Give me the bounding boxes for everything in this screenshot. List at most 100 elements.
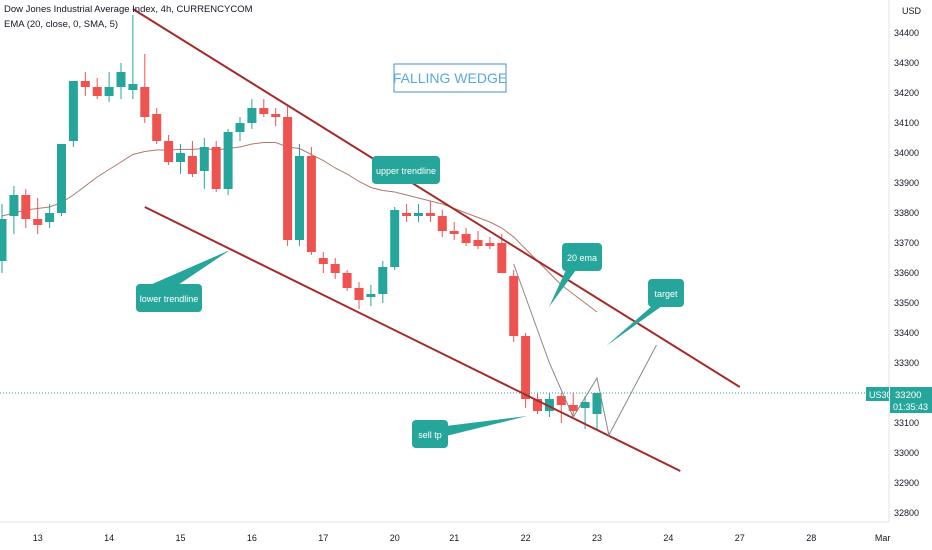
candle [45,204,55,228]
symbol-title[interactable]: Dow Jones Industrial Average Index, 4h, … [4,4,253,15]
candle [402,204,412,222]
time-tick-label: 21 [449,533,459,543]
candle [247,99,257,129]
price-tick-label: 33500 [894,298,919,308]
candle-body [461,234,471,243]
lower-trendline-bubble [136,284,202,312]
lower-trendline-line [144,206,681,472]
candle [176,144,185,174]
candle [92,78,102,99]
time-tick-label: 17 [318,533,328,543]
currency-label: USD [902,6,922,16]
lower-trendline-pointer [150,250,230,285]
candle-body [152,114,162,141]
price-tick-label: 32800 [894,508,919,518]
candle-body [378,267,388,294]
candle [211,141,221,192]
candle-body [497,243,507,273]
candle-body [9,195,19,216]
candle-body [568,405,578,411]
lower-trendline-callout[interactable]: lower trendline [136,250,230,312]
candle [497,234,507,273]
time-tick-label: 28 [806,533,816,543]
price-tick-label: 33000 [894,448,919,458]
candle-body [390,210,400,267]
candle [152,108,162,144]
candle [354,282,364,309]
falling-wedge-box [393,63,507,93]
candle [199,138,209,189]
candle [187,141,197,177]
candle [259,99,269,117]
candle-body [592,393,602,414]
projection-path [513,263,657,437]
target-callout[interactable]: target [606,279,684,346]
upper-trendline-callout[interactable]: upper trendline [372,156,440,184]
time-tick-label: Mar [875,533,891,543]
candle-body [354,288,364,300]
candle [568,393,578,417]
candle-body [68,81,78,141]
lower-trendline-label: lower trendline [140,294,199,304]
candle [116,63,126,99]
price-tag-box [890,387,932,413]
candle-body [0,219,7,261]
projection-layer [513,263,657,437]
price-tick-label: 34300 [894,58,919,68]
candle [140,54,150,123]
candle-body [92,87,102,96]
candle-body [509,276,519,336]
candle [473,231,483,249]
ema-callout[interactable]: 20 ema [549,243,602,307]
upper-trendline-line [132,8,741,388]
candle-body [306,156,316,252]
candle [295,144,304,246]
upper-trendline-bubble [372,156,440,184]
target-pointer [606,306,662,346]
candle [544,393,554,417]
sell-tp-bubble [412,420,448,448]
price-tick-label: 33600 [894,268,919,278]
candle [21,189,31,228]
target-bubble [648,279,684,307]
candle-body [33,219,43,225]
candle [33,198,43,234]
sell-tp-callout[interactable]: sell tp [412,416,527,448]
candle [461,228,471,246]
time-axis: 13 14 15 16 17 20 21 22 23 24 27 28 Mar [33,533,891,543]
time-tick-label: 22 [521,533,531,543]
falling-wedge-text: FALLING WEDGE [393,70,507,86]
candle-body [544,399,554,411]
trendlines-layer [132,8,741,472]
time-tick-label: 24 [663,533,673,543]
candle [306,147,316,255]
price-tick-label: 32900 [894,478,919,488]
candle-body [140,87,150,117]
price-tick-label: 33300 [894,358,919,368]
time-tick-label: 20 [390,533,400,543]
price-tick-label: 34000 [894,148,919,158]
upper-trendline-label: upper trendline [376,166,436,176]
falling-wedge-annotation[interactable]: FALLING WEDGE [393,63,507,93]
sell-tp-label: sell tp [418,430,442,440]
candle [128,15,138,99]
price-tag-symbol: US30 [869,390,892,400]
candle [80,72,90,96]
candle [68,81,78,147]
candle-body [366,294,376,297]
candle-body [128,84,138,90]
price-tick-label: 34400 [894,28,919,38]
indicator-legend[interactable]: EMA (20, close, 0, SMA, 5) [4,19,119,30]
time-tick-label: 23 [592,533,602,543]
candle [449,222,459,240]
candle-body [199,147,209,171]
candle-body [556,396,566,405]
candle-body [57,144,66,213]
candle-body [473,240,483,246]
candle-body [80,81,90,87]
candle-body [211,147,221,189]
price-tick-label: 33400 [894,328,919,338]
price-tick-label: 33900 [894,178,919,188]
candle-body [521,336,531,399]
